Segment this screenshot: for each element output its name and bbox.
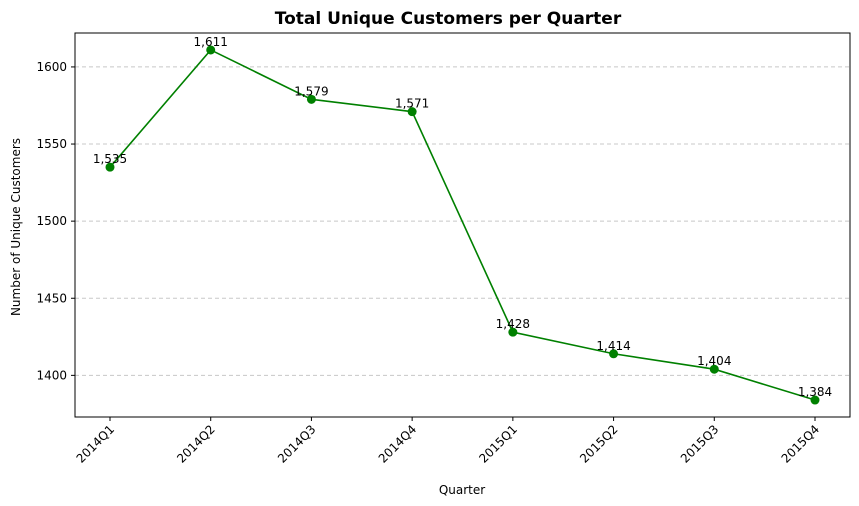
data-point bbox=[810, 395, 820, 405]
series-line-layer bbox=[109, 48, 816, 401]
data-point bbox=[407, 107, 417, 117]
series-line bbox=[109, 48, 816, 401]
plot-frame bbox=[74, 32, 851, 418]
x-tick-label: 2015Q3 bbox=[678, 422, 722, 466]
data-points bbox=[105, 45, 820, 405]
chart-title: Total Unique Customers per Quarter bbox=[275, 9, 622, 29]
x-axis-ticks: 2014Q1 2014Q2 2014Q3 2014Q4 2015Q1 2015Q2 2015… bbox=[74, 417, 823, 466]
data-point bbox=[709, 364, 719, 374]
x-tick-label: 2014Q4 bbox=[376, 422, 420, 466]
data-label: 1,384 bbox=[798, 385, 832, 399]
y-axis-label: Number of Unique Customers bbox=[9, 138, 23, 316]
y-tick-label: 1400 bbox=[36, 368, 67, 382]
data-point bbox=[206, 45, 216, 55]
x-tick-label: 2014Q3 bbox=[275, 422, 319, 466]
y-tick-label: 1500 bbox=[36, 214, 67, 228]
data-label: 1,414 bbox=[596, 339, 630, 353]
x-tick-label: 2014Q2 bbox=[174, 422, 218, 466]
data-label: 1,579 bbox=[294, 84, 328, 98]
data-label: 1,611 bbox=[194, 35, 228, 49]
x-tick-label: 2015Q1 bbox=[476, 422, 520, 466]
data-label: 1,571 bbox=[395, 97, 429, 111]
data-label: 1,404 bbox=[697, 354, 731, 368]
x-tick-label: 2015Q2 bbox=[577, 422, 621, 466]
data-point bbox=[306, 94, 316, 104]
data-point bbox=[508, 327, 518, 337]
data-point bbox=[609, 349, 619, 359]
x-axis-label: Quarter bbox=[439, 483, 485, 497]
data-label: 1,535 bbox=[93, 152, 127, 166]
x-tick-label: 2014Q1 bbox=[74, 422, 118, 466]
data-labels: 1,535 1,611 1,579 1,571 1,428 1,414 1,404 1,384 bbox=[93, 35, 832, 399]
y-axis-ticks: 1400 1450 1500 1550 1600 bbox=[36, 60, 75, 382]
y-tick-label: 1450 bbox=[36, 291, 67, 305]
data-point bbox=[105, 162, 115, 172]
x-tick-label: 2015Q4 bbox=[779, 422, 823, 466]
data-label: 1,428 bbox=[496, 317, 530, 331]
y-tick-label: 1550 bbox=[36, 137, 67, 151]
y-tick-label: 1600 bbox=[36, 60, 67, 74]
